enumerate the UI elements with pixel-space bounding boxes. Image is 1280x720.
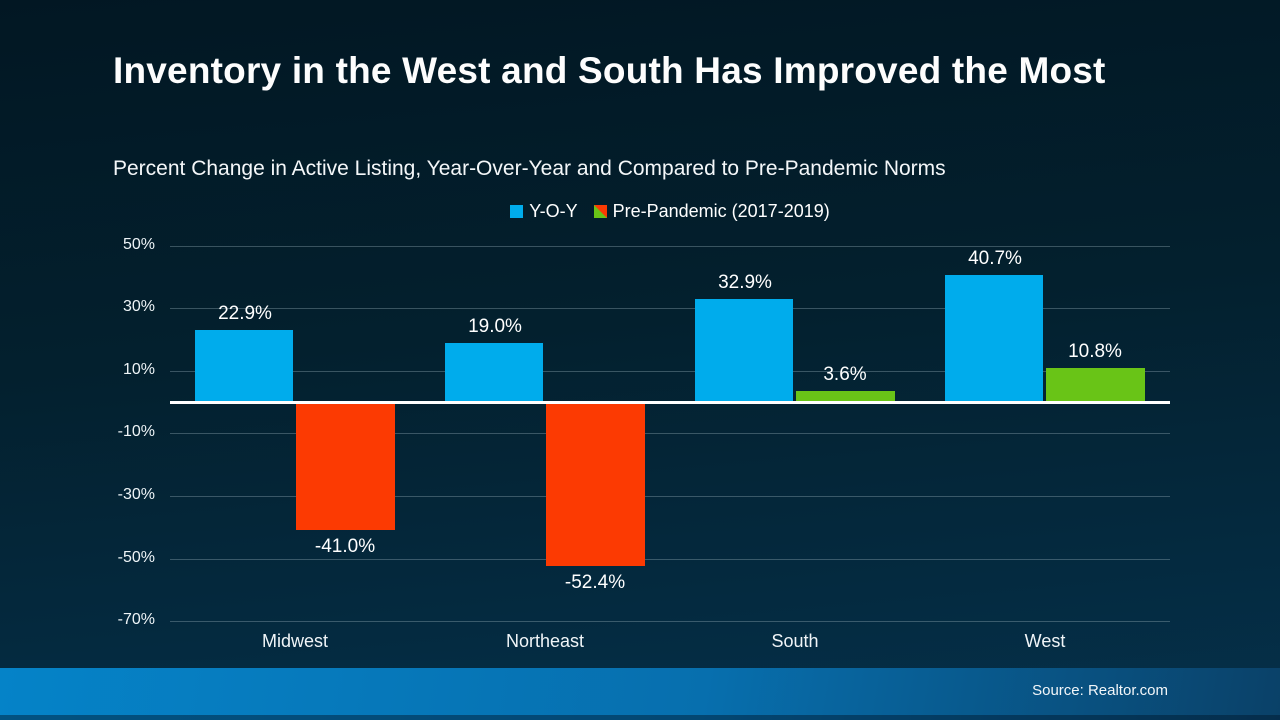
value-label-pre-pandemic-2017-2019-south: 3.6% (823, 363, 867, 385)
legend-label-yoy: Y-O-Y (529, 201, 578, 221)
gridline-10 (170, 433, 1170, 435)
chart-subtitle: Percent Change in Active Listing, Year-O… (113, 157, 946, 180)
y-axis-tick-70: -70% (117, 611, 155, 629)
y-axis-tick-50: -50% (117, 548, 155, 566)
gridline-30 (170, 308, 1170, 310)
x-axis-category-midwest: Midwest (261, 631, 328, 651)
chart-title: Inventory in the West and South Has Impr… (113, 50, 1106, 91)
bar-pre-pandemic-2017-2019-midwest (296, 402, 395, 531)
x-axis-category-northeast: Northeast (505, 631, 585, 651)
value-label-y-o-y-northeast: 19.0% (468, 315, 522, 337)
x-axis-zero-line (170, 401, 1170, 404)
y-axis-tick-10: -10% (117, 423, 155, 441)
bar-y-o-y-south (695, 299, 793, 402)
value-label-y-o-y-west: 40.7% (968, 247, 1022, 269)
value-label-pre-pandemic-2017-2019-midwest: -41.0% (314, 536, 376, 558)
source-attribution: Source: Realtor.com (1032, 682, 1168, 699)
legend-item-prepandemic: Pre-Pandemic (2017-2019) (593, 201, 830, 222)
gridline-70 (170, 621, 1170, 623)
bar-y-o-y-northeast (445, 342, 543, 402)
gridline-50 (170, 558, 1170, 560)
bar-y-o-y-midwest (195, 330, 293, 402)
gridline-30 (170, 495, 1170, 497)
x-axis-category-south: South (771, 631, 819, 651)
y-axis-tick-30: -30% (117, 485, 155, 503)
legend-swatch-prepandemic-icon (593, 205, 607, 218)
gridline-50 (170, 245, 1170, 247)
bar-pre-pandemic-2017-2019-northeast (546, 402, 645, 566)
footer-band: Source: Realtor.com (0, 668, 1280, 720)
value-label-y-o-y-midwest: 22.9% (218, 303, 272, 325)
bar-y-o-y-west (945, 274, 1043, 402)
legend-label-prepandemic: Pre-Pandemic (2017-2019) (612, 201, 830, 221)
legend-item-yoy: Y-O-Y (510, 201, 578, 222)
y-axis-tick-10: 10% (122, 360, 155, 378)
value-label-pre-pandemic-2017-2019-west: 10.8% (1068, 341, 1122, 363)
y-axis-tick-50: 50% (122, 235, 155, 253)
legend: Y-O-Y Pre-Pandemic (2017-2019) (170, 201, 1170, 222)
legend-swatch-yoy-icon (510, 205, 524, 218)
bar-pre-pandemic-2017-2019-south (796, 390, 895, 402)
x-axis-category-west: West (1024, 631, 1066, 651)
value-label-y-o-y-south: 32.9% (718, 272, 772, 293)
bar-pre-pandemic-2017-2019-west (1046, 368, 1145, 402)
value-label-pre-pandemic-2017-2019-northeast: -52.4% (564, 572, 626, 593)
y-axis-tick-30: 30% (122, 298, 155, 316)
gridline-10 (170, 370, 1170, 372)
